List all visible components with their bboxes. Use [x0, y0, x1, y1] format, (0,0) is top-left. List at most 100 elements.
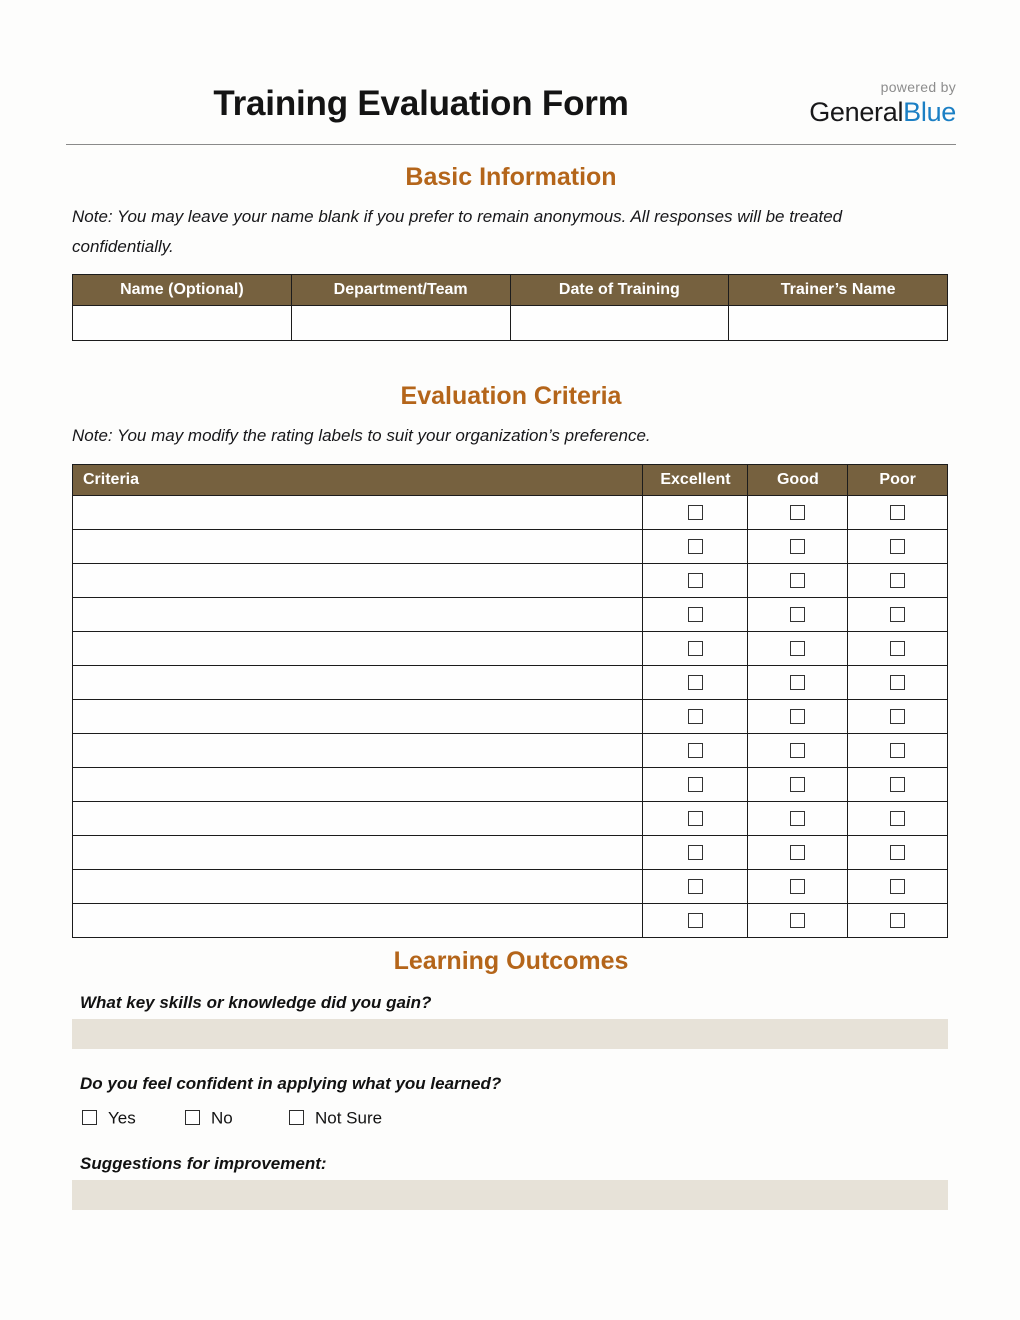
rating-cell-excellent[interactable]: [642, 665, 749, 700]
checkbox-icon[interactable]: [790, 810, 806, 826]
checkbox-icon[interactable]: [790, 912, 806, 928]
checkbox-icon[interactable]: [185, 1110, 200, 1126]
rating-cell-good[interactable]: [747, 869, 849, 904]
rating-cell-poor[interactable]: [847, 597, 948, 632]
rating-cell-good[interactable]: [747, 495, 849, 530]
checkbox-icon[interactable]: [790, 538, 806, 554]
rating-cell-excellent[interactable]: [642, 529, 749, 564]
checkbox-icon[interactable]: [687, 606, 703, 622]
rating-cell-good[interactable]: [747, 597, 849, 632]
checkbox-icon[interactable]: [687, 572, 703, 588]
rating-cell-good[interactable]: [747, 529, 849, 564]
rating-cell-poor[interactable]: [847, 699, 948, 734]
checkbox-icon[interactable]: [82, 1110, 97, 1126]
rating-cell-good[interactable]: [747, 801, 849, 836]
checkbox-icon[interactable]: [890, 504, 906, 520]
rating-cell-poor[interactable]: [847, 835, 948, 870]
rating-cell-good[interactable]: [747, 665, 849, 700]
checkbox-icon[interactable]: [790, 708, 806, 724]
criteria-input-cell[interactable]: [72, 665, 644, 700]
rating-cell-good[interactable]: [747, 767, 849, 802]
input-cell-name[interactable]: [72, 305, 292, 341]
rating-cell-poor[interactable]: [847, 665, 948, 700]
criteria-input-cell[interactable]: [72, 869, 644, 904]
rating-cell-poor[interactable]: [847, 733, 948, 768]
criteria-input-cell[interactable]: [72, 631, 644, 666]
rating-cell-good[interactable]: [747, 835, 849, 870]
rating-cell-excellent[interactable]: [642, 733, 749, 768]
rating-cell-poor[interactable]: [847, 767, 948, 802]
checkbox-icon[interactable]: [890, 776, 906, 792]
rating-cell-excellent[interactable]: [642, 495, 749, 530]
rating-cell-good[interactable]: [747, 903, 849, 938]
rating-cell-poor[interactable]: [847, 495, 948, 530]
checkbox-icon[interactable]: [890, 640, 906, 656]
checkbox-icon[interactable]: [890, 708, 906, 724]
checkbox-icon[interactable]: [687, 538, 703, 554]
checkbox-icon[interactable]: [289, 1110, 304, 1126]
criteria-input-cell[interactable]: [72, 529, 644, 564]
checkbox-icon[interactable]: [890, 912, 906, 928]
rating-cell-poor[interactable]: [847, 903, 948, 938]
checkbox-icon[interactable]: [790, 844, 806, 860]
choice-yes[interactable]: Yes: [82, 1105, 136, 1132]
input-cell-trainer[interactable]: [728, 305, 948, 341]
criteria-input-cell[interactable]: [72, 835, 644, 870]
rating-cell-excellent[interactable]: [642, 801, 749, 836]
rating-cell-good[interactable]: [747, 563, 849, 598]
checkbox-icon[interactable]: [687, 504, 703, 520]
criteria-input-cell[interactable]: [72, 699, 644, 734]
answer-field-key-skills[interactable]: [72, 1019, 948, 1049]
criteria-input-cell[interactable]: [72, 495, 644, 530]
checkbox-icon[interactable]: [890, 674, 906, 690]
checkbox-icon[interactable]: [890, 538, 906, 554]
checkbox-icon[interactable]: [890, 742, 906, 758]
criteria-input-cell[interactable]: [72, 801, 644, 836]
checkbox-icon[interactable]: [687, 912, 703, 928]
rating-cell-excellent[interactable]: [642, 597, 749, 632]
rating-cell-good[interactable]: [747, 631, 849, 666]
checkbox-icon[interactable]: [790, 640, 806, 656]
criteria-input-cell[interactable]: [72, 597, 644, 632]
checkbox-icon[interactable]: [890, 606, 906, 622]
rating-cell-poor[interactable]: [847, 631, 948, 666]
choice-no[interactable]: No: [185, 1105, 233, 1132]
checkbox-icon[interactable]: [890, 844, 906, 860]
checkbox-icon[interactable]: [790, 742, 806, 758]
criteria-input-cell[interactable]: [72, 903, 644, 938]
choice-not-sure[interactable]: Not Sure: [289, 1105, 382, 1132]
checkbox-icon[interactable]: [790, 572, 806, 588]
checkbox-icon[interactable]: [790, 776, 806, 792]
checkbox-icon[interactable]: [687, 640, 703, 656]
rating-cell-good[interactable]: [747, 699, 849, 734]
rating-cell-poor[interactable]: [847, 869, 948, 904]
checkbox-icon[interactable]: [790, 504, 806, 520]
rating-cell-excellent[interactable]: [642, 631, 749, 666]
checkbox-icon[interactable]: [687, 742, 703, 758]
checkbox-icon[interactable]: [790, 878, 806, 894]
checkbox-icon[interactable]: [687, 674, 703, 690]
checkbox-icon[interactable]: [790, 606, 806, 622]
checkbox-icon[interactable]: [890, 572, 906, 588]
criteria-input-cell[interactable]: [72, 733, 644, 768]
answer-field-suggestions[interactable]: [72, 1180, 948, 1210]
checkbox-icon[interactable]: [687, 878, 703, 894]
input-cell-date[interactable]: [510, 305, 730, 341]
rating-cell-excellent[interactable]: [642, 835, 749, 870]
criteria-input-cell[interactable]: [72, 767, 644, 802]
checkbox-icon[interactable]: [890, 878, 906, 894]
rating-cell-good[interactable]: [747, 733, 849, 768]
rating-cell-poor[interactable]: [847, 801, 948, 836]
checkbox-icon[interactable]: [687, 844, 703, 860]
rating-cell-excellent[interactable]: [642, 869, 749, 904]
rating-cell-excellent[interactable]: [642, 563, 749, 598]
checkbox-icon[interactable]: [687, 776, 703, 792]
rating-cell-excellent[interactable]: [642, 903, 749, 938]
checkbox-icon[interactable]: [890, 810, 906, 826]
rating-cell-excellent[interactable]: [642, 699, 749, 734]
rating-cell-excellent[interactable]: [642, 767, 749, 802]
checkbox-icon[interactable]: [687, 708, 703, 724]
criteria-input-cell[interactable]: [72, 563, 644, 598]
checkbox-icon[interactable]: [687, 810, 703, 826]
rating-cell-poor[interactable]: [847, 529, 948, 564]
